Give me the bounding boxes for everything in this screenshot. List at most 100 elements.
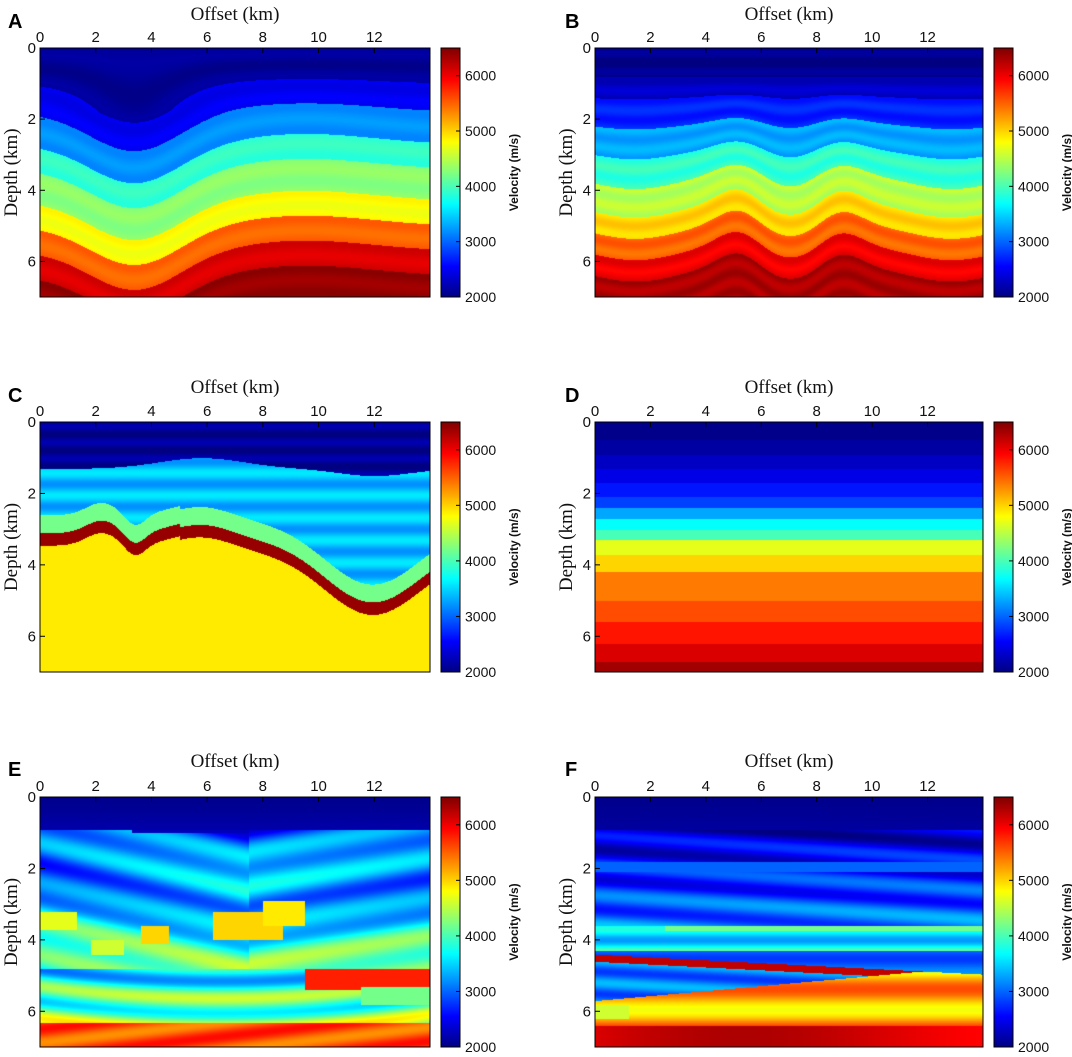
panel-C: C Offset (km) Depth (km) 0 2 4 6 8 10 12 0 2 4 6 2000 3… xyxy=(1,377,521,680)
panel-letter-C: C xyxy=(8,385,22,407)
colorbar-tick-label: 4000 xyxy=(465,553,496,569)
x-tick-label: 12 xyxy=(366,403,383,420)
y-tick-label: 6 xyxy=(583,1003,591,1020)
x-tick-label: 12 xyxy=(366,778,383,795)
panel-B: B Offset (km) Depth (km) 0 2 4 6 8 10 12 0 2 4 6 2000 3… xyxy=(556,4,1072,305)
velocity-heatmap xyxy=(40,48,430,297)
colorbar-tick-label: 5000 xyxy=(465,497,496,513)
x-tick-label: 10 xyxy=(310,403,327,420)
velocity-heatmap xyxy=(595,797,983,1047)
colorbar xyxy=(994,422,1013,672)
x-tick-label: 8 xyxy=(259,778,267,795)
colorbar-frame xyxy=(993,796,1014,1048)
velocity-heatmap xyxy=(40,422,430,672)
x-tick-label: 0 xyxy=(591,29,599,46)
colorbar-tick-label: 4000 xyxy=(1018,928,1049,944)
x-tick-label: 4 xyxy=(702,778,710,795)
colorbar-tick-label: 3000 xyxy=(465,234,496,250)
y-tick-label: 4 xyxy=(583,932,591,949)
colorbar-tick-label: 6000 xyxy=(1018,68,1049,84)
x-tick-label: 6 xyxy=(757,29,765,46)
x-tick-label: 10 xyxy=(310,29,327,46)
colorbar-tick-label: 4000 xyxy=(1018,178,1049,194)
x-tick-label: 0 xyxy=(591,778,599,795)
colorbar-tick-label: 3000 xyxy=(465,983,496,999)
y-tick-label: 0 xyxy=(28,40,36,57)
y-tick-label: 2 xyxy=(28,860,36,877)
colorbar-tick-label: 2000 xyxy=(465,664,496,680)
x-tick-label: 6 xyxy=(757,403,765,420)
x-axis-label: Offset (km) xyxy=(745,4,834,25)
x-tick-label: 2 xyxy=(92,29,100,46)
colorbar xyxy=(441,48,460,297)
colorbar-frame xyxy=(993,421,1014,673)
colorbar-frame xyxy=(440,796,461,1048)
colorbar-label: Velocity (m/s) xyxy=(507,508,521,585)
x-tick-label: 10 xyxy=(864,403,881,420)
colorbar-tick-label: 6000 xyxy=(465,68,496,84)
plot-frame xyxy=(39,421,431,673)
plot-frame xyxy=(39,796,431,1048)
x-tick-label: 12 xyxy=(919,403,936,420)
panel-letter-F: F xyxy=(565,759,577,781)
x-tick-label: 0 xyxy=(591,403,599,420)
x-tick-label: 10 xyxy=(310,778,327,795)
colorbar xyxy=(994,797,1013,1047)
x-tick-label: 12 xyxy=(919,29,936,46)
y-tick-label: 4 xyxy=(583,557,591,574)
colorbar-tick-label: 3000 xyxy=(1018,983,1049,999)
panel-D: D Offset (km) Depth (km) 0 2 4 6 8 10 12 0 2 4 6 2000 3… xyxy=(556,377,1072,680)
colorbar-label: Velocity (m/s) xyxy=(1060,508,1072,585)
y-tick-label: 6 xyxy=(28,628,36,645)
x-tick-label: 0 xyxy=(36,403,44,420)
plot-frame xyxy=(39,47,431,298)
x-tick-label: 10 xyxy=(864,778,881,795)
x-tick-label: 0 xyxy=(36,778,44,795)
colorbar-label: Velocity (m/s) xyxy=(1060,134,1072,211)
x-tick-label: 8 xyxy=(813,778,821,795)
y-axis-label: Depth (km) xyxy=(1,503,22,591)
panel-E: E Offset (km) Depth (km) 0 2 4 6 8 10 12 0 2 4 6 2000 3… xyxy=(1,751,521,1055)
panel-letter-D: D xyxy=(565,385,579,407)
velocity-heatmap xyxy=(595,48,983,297)
y-axis-label: Depth (km) xyxy=(1,128,22,216)
x-tick-label: 2 xyxy=(646,29,654,46)
x-axis-label: Offset (km) xyxy=(191,751,280,772)
y-tick-label: 2 xyxy=(583,485,591,502)
x-tick-label: 2 xyxy=(92,778,100,795)
x-tick-label: 8 xyxy=(259,29,267,46)
x-tick-label: 8 xyxy=(813,403,821,420)
y-axis-label: Depth (km) xyxy=(556,128,577,216)
x-axis-label: Offset (km) xyxy=(191,377,280,398)
panel-letter-B: B xyxy=(565,11,579,33)
velocity-heatmap xyxy=(595,422,983,672)
y-axis-label: Depth (km) xyxy=(1,878,22,966)
y-tick-label: 2 xyxy=(28,111,36,128)
colorbar-tick-label: 2000 xyxy=(1018,664,1049,680)
colorbar-frame xyxy=(993,47,1014,298)
y-axis-label: Depth (km) xyxy=(556,878,577,966)
colorbar-tick-label: 5000 xyxy=(1018,497,1049,513)
plot-frame xyxy=(594,796,984,1048)
y-tick-label: 4 xyxy=(28,557,36,574)
colorbar-tick-label: 5000 xyxy=(465,123,496,139)
y-tick-label: 4 xyxy=(583,182,591,199)
y-tick-label: 6 xyxy=(28,253,36,270)
x-tick-label: 4 xyxy=(147,403,155,420)
panel-letter-A: A xyxy=(8,11,22,33)
x-tick-label: 8 xyxy=(259,403,267,420)
y-tick-label: 0 xyxy=(28,414,36,431)
y-axis-label: Depth (km) xyxy=(556,503,577,591)
x-tick-label: 6 xyxy=(203,403,211,420)
x-axis-label: Offset (km) xyxy=(745,377,834,398)
y-tick-label: 2 xyxy=(583,860,591,877)
x-tick-label: 6 xyxy=(203,29,211,46)
x-tick-label: 2 xyxy=(646,778,654,795)
y-tick-label: 0 xyxy=(583,40,591,57)
y-tick-label: 0 xyxy=(583,789,591,806)
y-tick-label: 6 xyxy=(28,1003,36,1020)
colorbar-tick-label: 4000 xyxy=(465,178,496,194)
colorbar-label: Velocity (m/s) xyxy=(1060,883,1072,960)
colorbar xyxy=(441,797,460,1047)
x-tick-label: 2 xyxy=(92,403,100,420)
